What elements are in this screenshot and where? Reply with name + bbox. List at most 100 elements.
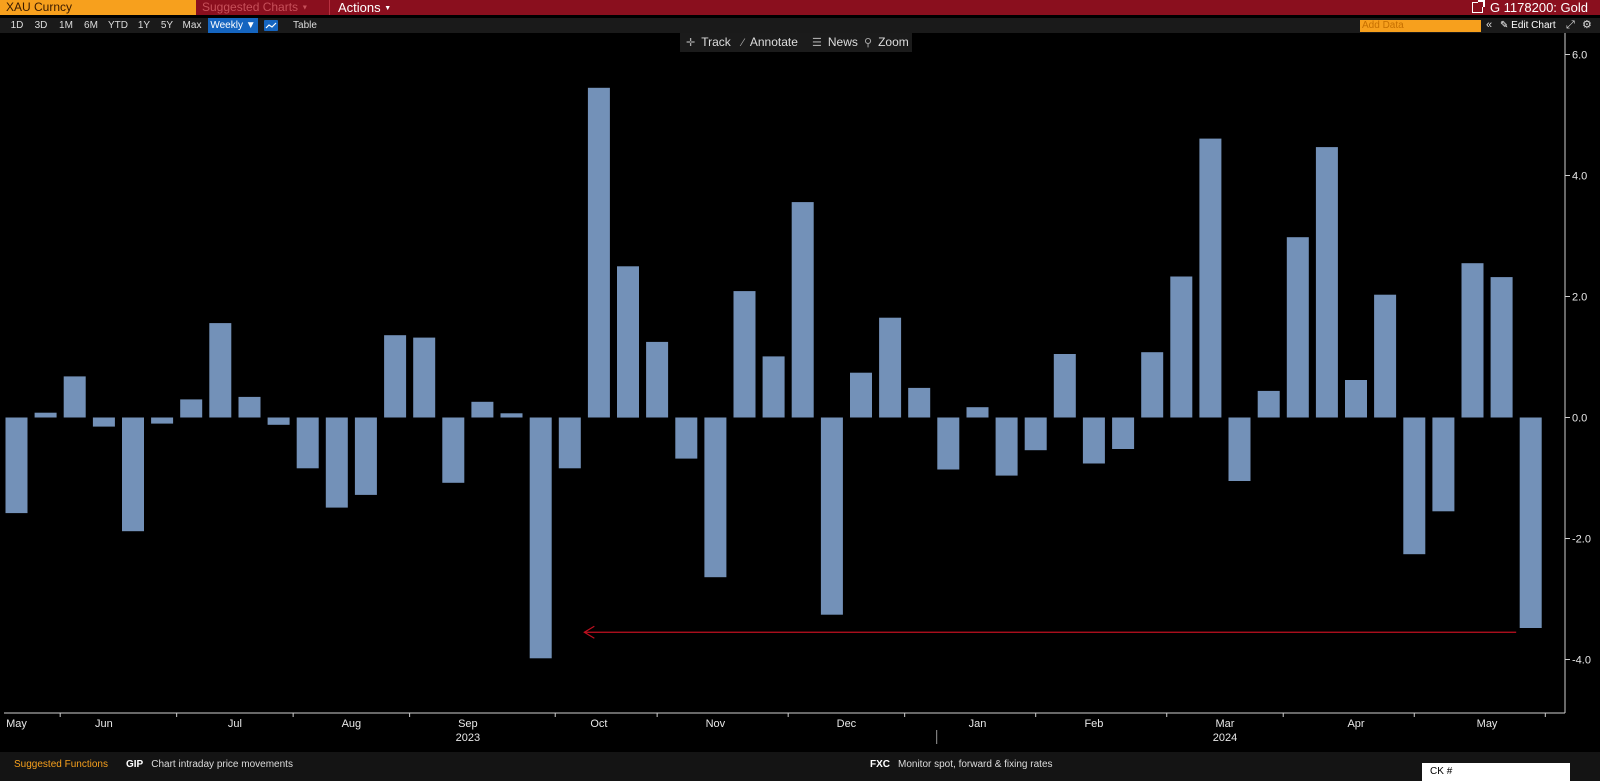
bar [1519, 417, 1542, 628]
y-tick-label: 4.0 [1572, 171, 1587, 183]
y-tick-label: 6.0 [1572, 50, 1587, 62]
timeframe-max[interactable]: Max [182, 20, 202, 31]
timeframe-ytd[interactable]: YTD [108, 20, 128, 31]
bar [879, 317, 902, 418]
month-label: Oct [590, 718, 607, 730]
y-tick-label: 0.0 [1572, 413, 1587, 425]
annotation-layer [583, 625, 1517, 639]
suggested-charts-menu[interactable]: Suggested Charts ▼ [198, 0, 330, 15]
actions-label: Actions [338, 0, 381, 15]
command-line-input[interactable]: CK # [1422, 763, 1570, 781]
bar [850, 372, 872, 418]
bar [1374, 294, 1397, 418]
bar [908, 387, 931, 418]
bar [937, 417, 960, 470]
bar [1345, 380, 1367, 418]
add-data-input[interactable]: Add Data [1360, 20, 1481, 32]
timeframe-5y[interactable]: 5Y [160, 20, 174, 31]
bar [675, 417, 698, 459]
hash-icon: # [1446, 766, 1453, 777]
table-button[interactable]: Table [293, 20, 317, 31]
bar [151, 417, 174, 424]
suggested-charts-label: Suggested Charts [202, 0, 299, 14]
top-bar [0, 0, 1600, 15]
bar [1286, 237, 1309, 418]
year-label: 2024 [1213, 732, 1237, 744]
month-label: Jun [95, 718, 113, 730]
chart-tools-menu: ✛ Track ⁄ Annotate ☰ News ⚲ Zoom [680, 33, 912, 52]
external-link-icon[interactable] [1471, 0, 1485, 13]
function-code: FXC [870, 759, 890, 770]
bar [1461, 263, 1484, 418]
bar [558, 417, 581, 469]
bar [122, 417, 144, 532]
month-label: Sep [458, 718, 478, 730]
month-label: Dec [837, 718, 857, 730]
caret-down-icon: ▼ [301, 4, 309, 12]
timeframe-1m[interactable]: 1M [59, 20, 73, 31]
month-label: Mar [1216, 718, 1235, 730]
bar [1315, 147, 1338, 418]
track-button[interactable]: ✛ Track [686, 33, 731, 52]
line-chart-icon[interactable] [264, 20, 278, 31]
track-label: Track [701, 35, 731, 49]
crosshair-icon: ✛ [686, 37, 696, 49]
weekly-bar-chart[interactable]: 6.0 4.0 2.0 0.0 -2.0 -4.0 May Jun Jul Aug Sep Oct N… [0, 0, 1600, 752]
edit-chart-button[interactable]: ✎ Edit Chart [1500, 18, 1556, 33]
month-label: Jan [969, 718, 987, 730]
bar [413, 337, 436, 418]
bar [1024, 417, 1047, 451]
annotate-label: Annotate [749, 35, 798, 49]
timeframe-3d[interactable]: 3D [34, 20, 48, 31]
command-text: CK [1430, 766, 1444, 777]
bar [1257, 390, 1280, 418]
timeframe-1y[interactable]: 1Y [137, 20, 151, 31]
function-code: GIP [126, 759, 144, 770]
gear-icon[interactable]: ⚙ [1582, 19, 1592, 31]
month-label: Aug [342, 718, 362, 730]
bar [471, 401, 494, 418]
annotate-button[interactable]: ⁄ Annotate [742, 33, 798, 52]
bar [1053, 354, 1076, 418]
function-description: Chart intraday price movements [151, 759, 293, 770]
bar [1082, 417, 1105, 464]
month-label: Nov [706, 718, 726, 730]
collapse-icon[interactable]: « [1486, 19, 1493, 31]
search-icon: ⚲ [864, 37, 873, 49]
bar [1199, 138, 1222, 418]
expand-icon[interactable]: ⤢ [1566, 19, 1575, 31]
year-label: 2023 [456, 732, 480, 744]
bars-group [5, 87, 1542, 659]
bar [354, 417, 377, 495]
bar [63, 376, 86, 418]
pencil-icon: ✎ [1500, 20, 1509, 31]
y-tick-label: -2.0 [1572, 534, 1591, 546]
security-name: G 1178200: Gold [1489, 0, 1588, 15]
bar [791, 202, 814, 418]
news-button[interactable]: ☰ News [812, 33, 858, 52]
bar [442, 417, 465, 483]
bar [587, 87, 610, 418]
bar [209, 323, 232, 418]
bar [529, 417, 552, 659]
frequency-dropdown[interactable]: Weekly ▼ [208, 18, 258, 33]
timeframe-1d[interactable]: 1D [10, 20, 24, 31]
month-label: May [6, 718, 27, 730]
function-gip[interactable]: GIP Chart intraday price movements [126, 752, 293, 778]
y-tick-label: -4.0 [1572, 655, 1591, 667]
ticker-input[interactable]: XAU Curncy [0, 0, 196, 15]
zoom-button[interactable]: ⚲ Zoom [864, 33, 909, 52]
bar [500, 413, 523, 418]
actions-menu[interactable]: Actions ▼ [332, 0, 391, 15]
bar [762, 356, 785, 418]
bar [267, 417, 290, 425]
function-fxc[interactable]: FXC Monitor spot, forward & fixing rates [870, 752, 1053, 778]
pencil-icon: ⁄ [742, 37, 744, 49]
news-icon: ☰ [812, 37, 822, 49]
bar [1112, 417, 1135, 449]
bar [820, 417, 843, 615]
security-title[interactable]: G 1178200: Gold [1471, 0, 1588, 15]
bar [1141, 352, 1164, 418]
timeframe-6m[interactable]: 6M [84, 20, 98, 31]
bar [92, 417, 115, 427]
